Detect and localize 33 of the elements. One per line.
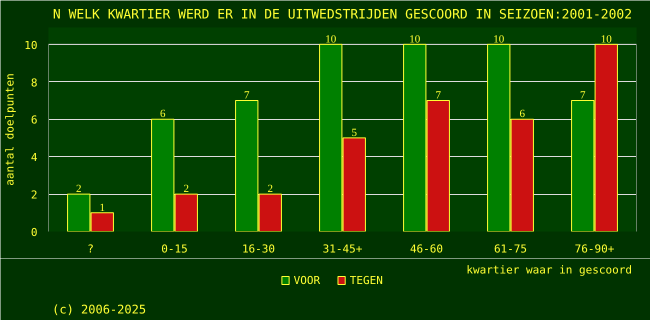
data-label: 10 (409, 33, 421, 46)
data-label: 7 (580, 89, 586, 102)
x-tick-label: 31-45+ (322, 242, 363, 256)
y-tick-label: 10 (24, 38, 38, 52)
y-tick-label: 8 (30, 76, 38, 90)
x-tick-label: ? (87, 242, 94, 256)
data-label: 6 (520, 108, 526, 120)
x-tick-label: 76-90+ (574, 242, 615, 256)
x-tick-label: 16-30 (242, 242, 276, 256)
x-axis-title: kwartier waar in gescoord (466, 264, 632, 276)
legend-label: VOOR (294, 274, 321, 287)
data-label: 6 (160, 108, 166, 120)
text: (c) 2006-2025 (52, 302, 146, 316)
x-tick-label: 0-15 (161, 242, 188, 256)
data-label: 7 (244, 89, 250, 102)
data-label: 10 (325, 33, 337, 46)
data-label: 7 (436, 89, 442, 102)
y-tick-label: 4 (30, 151, 38, 164)
x-tick-label: 46-60 (410, 242, 444, 256)
data-label: 5 (352, 126, 358, 139)
y-tick-label: 0 (30, 226, 38, 239)
data-label: 10 (600, 33, 612, 46)
legend-label: TEGEN (350, 274, 383, 287)
data-label: 2 (76, 183, 82, 196)
chart-title: N WELK KWARTIER WERD ER IN DE UITWEDSTRIJDEN GESCOORD IN SEIZOEN:2001-2002 (52, 8, 632, 22)
data-label: 1 (100, 202, 106, 214)
data-label: 2 (268, 183, 274, 196)
data-label: 2 (184, 183, 190, 196)
data-label: 10 (493, 33, 505, 46)
x-tick-label: 61-75 (494, 242, 528, 256)
y-tick-label: 2 (30, 188, 38, 202)
y-axis-title: aantal doelpunten (3, 73, 16, 186)
y-tick-label: 6 (30, 114, 38, 127)
